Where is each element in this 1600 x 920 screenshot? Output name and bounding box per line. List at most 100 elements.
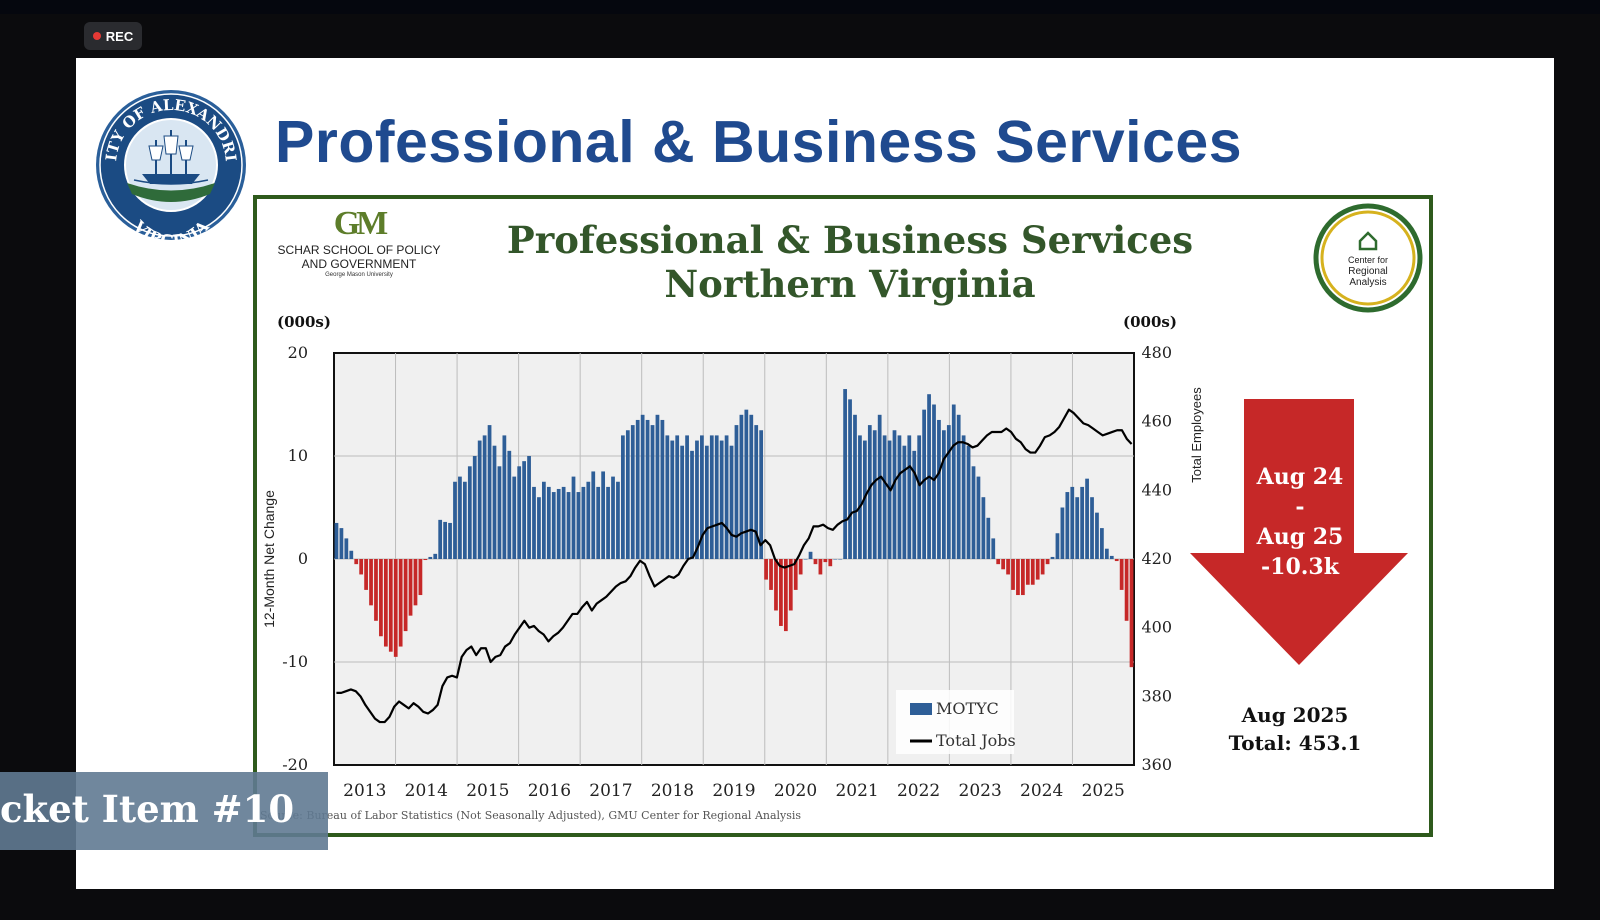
motyc-bar <box>981 497 986 559</box>
right-axis-ticks: 480 460 440 420 400 380 360 <box>1141 343 1172 774</box>
motyc-bar <box>344 538 349 559</box>
right-axis-tick-label: 400 <box>1141 618 1172 637</box>
motyc-bar <box>522 461 526 559</box>
x-axis-tick-label: 2013 <box>343 781 386 801</box>
motyc-bar <box>843 389 847 559</box>
motyc-bar <box>571 476 576 559</box>
right-axis-tick-label: 460 <box>1141 412 1172 431</box>
motyc-bar <box>892 430 897 559</box>
motyc-bar <box>606 486 610 559</box>
motyc-bar <box>349 550 354 559</box>
motyc-bar <box>369 559 373 606</box>
motyc-bar <box>1085 478 1089 559</box>
motyc-bar <box>749 414 754 559</box>
motyc-bar <box>443 521 447 559</box>
motyc-bar <box>418 559 423 596</box>
motyc-bar <box>872 430 877 559</box>
motyc-bar <box>482 435 487 559</box>
x-axis-tick-label: 2025 <box>1082 781 1125 801</box>
motyc-bar <box>803 559 808 560</box>
motyc-bar <box>448 522 452 559</box>
x-axis-tick-label: 2021 <box>835 781 878 801</box>
motyc-bar <box>966 445 971 559</box>
motyc-bar <box>458 476 462 559</box>
total-value: Total: 453.1 <box>1228 731 1362 755</box>
motyc-bar <box>704 445 709 559</box>
motyc-bar <box>532 486 536 559</box>
motyc-bar <box>635 419 640 559</box>
motyc-bar <box>1129 559 1134 668</box>
motyc-bar <box>640 414 645 559</box>
motyc-bar <box>398 559 403 647</box>
motyc-bar <box>596 486 601 559</box>
slide-title: Professional & Business Services <box>275 109 1243 175</box>
motyc-bar <box>472 456 477 559</box>
motyc-bar <box>675 435 680 559</box>
motyc-bar <box>828 559 833 567</box>
motyc-bar <box>833 559 838 560</box>
motyc-bar <box>759 430 764 559</box>
motyc-bar <box>1080 486 1085 559</box>
chart-title: Professional & Business Services <box>506 218 1194 262</box>
chart-title-block: Professional & Business Services Norther… <box>460 218 1240 306</box>
center-regional-analysis-logo: Center for Regional Analysis <box>1313 203 1423 313</box>
motyc-bar <box>1035 559 1040 580</box>
motyc-bar <box>1100 528 1104 559</box>
motyc-bar <box>808 551 813 559</box>
x-axis-tick-label: 2022 <box>897 781 940 801</box>
motyc-bar <box>1070 486 1075 559</box>
motyc-bar <box>546 486 551 559</box>
motyc-bar <box>517 466 522 559</box>
window-bottom-bar <box>0 889 1600 920</box>
motyc-bar <box>542 481 546 559</box>
x-axis-tick-label: 2014 <box>405 781 448 801</box>
motyc-bar <box>453 481 457 559</box>
motyc-bar <box>625 430 630 559</box>
motyc-bar <box>1021 559 1025 596</box>
motyc-bar <box>838 559 843 560</box>
motyc-bar <box>961 435 966 559</box>
right-axis-tick-label: 440 <box>1141 480 1172 499</box>
motyc-bar <box>1104 548 1109 559</box>
motyc-bar <box>897 435 902 559</box>
left-axis-ticks: 20 10 0 -10 -20 <box>282 343 308 774</box>
motyc-bar <box>942 430 946 559</box>
right-unit-label: (000s) <box>1123 313 1177 331</box>
motyc-bar <box>744 409 749 559</box>
docket-item-label: cket Item #10 <box>0 787 295 831</box>
motyc-bar <box>1025 559 1030 585</box>
cra-line1: Center for <box>1348 255 1388 265</box>
motyc-bar <box>527 456 531 559</box>
motyc-bar <box>971 466 976 559</box>
motyc-bar <box>364 559 368 590</box>
motyc-bar <box>650 425 655 559</box>
motyc-bar <box>660 419 665 559</box>
motyc-bar <box>986 517 991 559</box>
motyc-bar <box>902 445 907 559</box>
motyc-bar <box>1114 559 1119 562</box>
motyc-bar <box>621 435 625 559</box>
motyc-bar <box>858 435 862 559</box>
motyc-bar <box>912 450 917 559</box>
motyc-bar <box>1011 559 1015 590</box>
motyc-bar <box>428 556 433 559</box>
motyc-bar <box>917 435 922 559</box>
motyc-bar <box>462 481 467 559</box>
motyc-bar <box>423 559 428 561</box>
motyc-bar <box>1065 492 1070 559</box>
motyc-bar <box>818 559 823 575</box>
motyc-bar <box>946 425 951 559</box>
total-jobs-line <box>336 408 1133 724</box>
motyc-bar <box>774 559 778 611</box>
motyc-bar <box>487 425 492 559</box>
motyc-bar <box>551 492 556 559</box>
motyc-bar <box>788 559 793 611</box>
motyc-bar <box>1119 559 1124 590</box>
motyc-bar <box>1050 556 1055 559</box>
motyc-bar <box>502 435 507 559</box>
left-axis-tick-label: 0 <box>298 549 308 568</box>
motyc-bar <box>793 559 798 590</box>
callout-dash: - <box>1295 494 1305 520</box>
motyc-bar <box>956 414 961 559</box>
